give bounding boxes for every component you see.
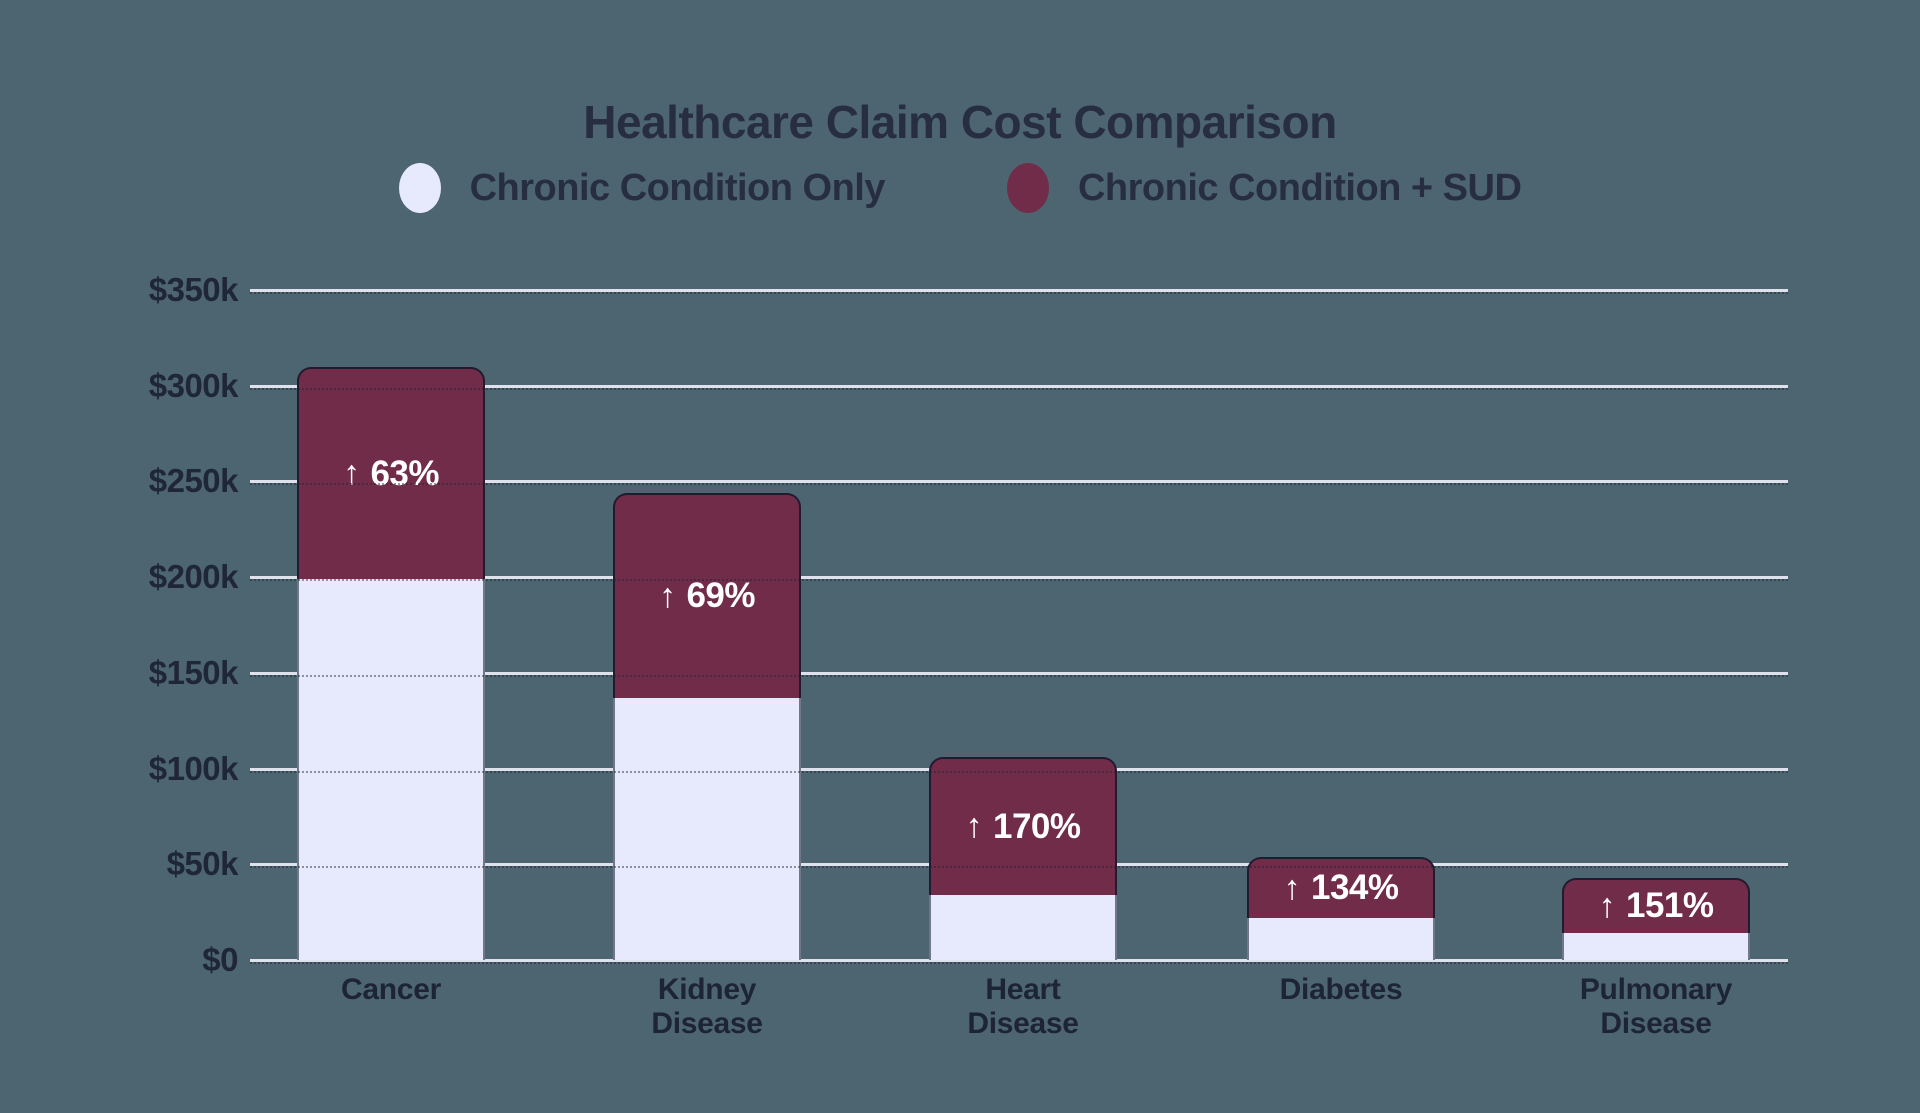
x-axis-label-heart-disease: Heart Disease [967, 973, 1079, 1040]
increase-arrow-icon: ↑ [1283, 868, 1300, 907]
gridline-350k [250, 289, 1788, 292]
gridline-dotted-overlay-50k [250, 866, 1788, 869]
y-axis-tick-label: $200k [148, 558, 239, 596]
gridline-200k [250, 576, 1788, 580]
x-axis-label-diabetes: Diabetes [1279, 973, 1403, 1006]
gridline-300k [250, 384, 1788, 388]
legend-marker-chronic-sud-icon [1006, 163, 1049, 213]
y-axis-tick-label: $350k [148, 271, 239, 308]
increase-percent-value: 69% [686, 576, 756, 616]
legend-item-chronic-only: Chronic Condition Only [398, 163, 886, 213]
legend: Chronic Condition Only Chronic Condition… [0, 160, 1920, 216]
y-axis-tick-label: $300k [148, 366, 239, 404]
bar-cancer-increase-label: ↑ 63% [342, 453, 440, 494]
gridline-dotted-overlay-150k [250, 674, 1788, 677]
gridline-dotted-overlay-300k [250, 387, 1788, 390]
increase-percent-value: 170% [992, 806, 1081, 846]
bar-cancer-sud-segment: ↑ 63% [297, 366, 485, 580]
increase-arrow-icon: ↑ [965, 807, 982, 846]
gridline-150k [250, 671, 1788, 675]
bar-kidney-disease-chronic-segment [613, 697, 801, 960]
bar-diabetes-sud-segment: ↑ 134% [1247, 856, 1435, 918]
y-axis-tick-label: $250k [148, 462, 239, 500]
chart-title: Healthcare Claim Cost Comparison [583, 95, 1337, 148]
y-axis-tick-label: $100k [148, 749, 239, 787]
legend-label-chronic-sud: Chronic Condition + SUD [1077, 166, 1522, 209]
bar-pulmonary-disease-sud-segment: ↑ 151% [1562, 877, 1750, 934]
bar-kidney-disease-increase-label: ↑ 69% [658, 576, 756, 616]
bar-cancer-chronic-segment [297, 579, 485, 960]
gridline-dotted-overlay-200k [250, 579, 1788, 582]
gridline-250k [250, 480, 1788, 484]
legend-marker-chronic-only-icon [398, 163, 441, 213]
gridline-dotted-overlay-100k [250, 770, 1788, 773]
increase-arrow-icon: ↑ [1598, 886, 1615, 925]
legend-label-chronic-only: Chronic Condition Only [469, 166, 886, 209]
increase-arrow-icon: ↑ [658, 576, 676, 615]
gridline-0 [250, 959, 1788, 962]
x-axis-label-kidney-disease: Kidney Disease [651, 973, 763, 1040]
bar-heart-disease-chronic-segment [929, 894, 1117, 960]
bar-diabetes-increase-label: ↑ 134% [1283, 868, 1399, 908]
gridline-dotted-overlay-0 [250, 962, 1788, 964]
increase-percent-value: 151% [1625, 886, 1714, 926]
y-axis-tick-label: $150k [148, 653, 239, 691]
gridline-dotted-overlay-350k [250, 292, 1788, 294]
legend-item-chronic-sud: Chronic Condition + SUD [1006, 163, 1522, 213]
increase-arrow-icon: ↑ [342, 454, 360, 493]
x-axis-label-cancer: Cancer [341, 973, 441, 1006]
bar-heart-disease-increase-label: ↑ 170% [965, 806, 1081, 847]
bar-kidney-disease-sud-segment: ↑ 69% [613, 492, 801, 698]
bar-diabetes-chronic-segment [1247, 917, 1435, 960]
gridline-dotted-overlay-250k [250, 483, 1788, 486]
bar-heart-disease-sud-segment: ↑ 170% [929, 757, 1117, 895]
y-axis-tick-label: $50k [166, 845, 239, 883]
increase-percent-value: 134% [1310, 868, 1399, 908]
x-axis-label-pulmonary-disease: Pulmonary Disease [1579, 973, 1733, 1040]
increase-percent-value: 63% [370, 453, 440, 493]
bar-pulmonary-disease-chronic-segment [1562, 933, 1750, 960]
bar-pulmonary-disease-increase-label: ↑ 151% [1598, 886, 1714, 926]
y-axis-tick-label: $0 [202, 941, 238, 978]
